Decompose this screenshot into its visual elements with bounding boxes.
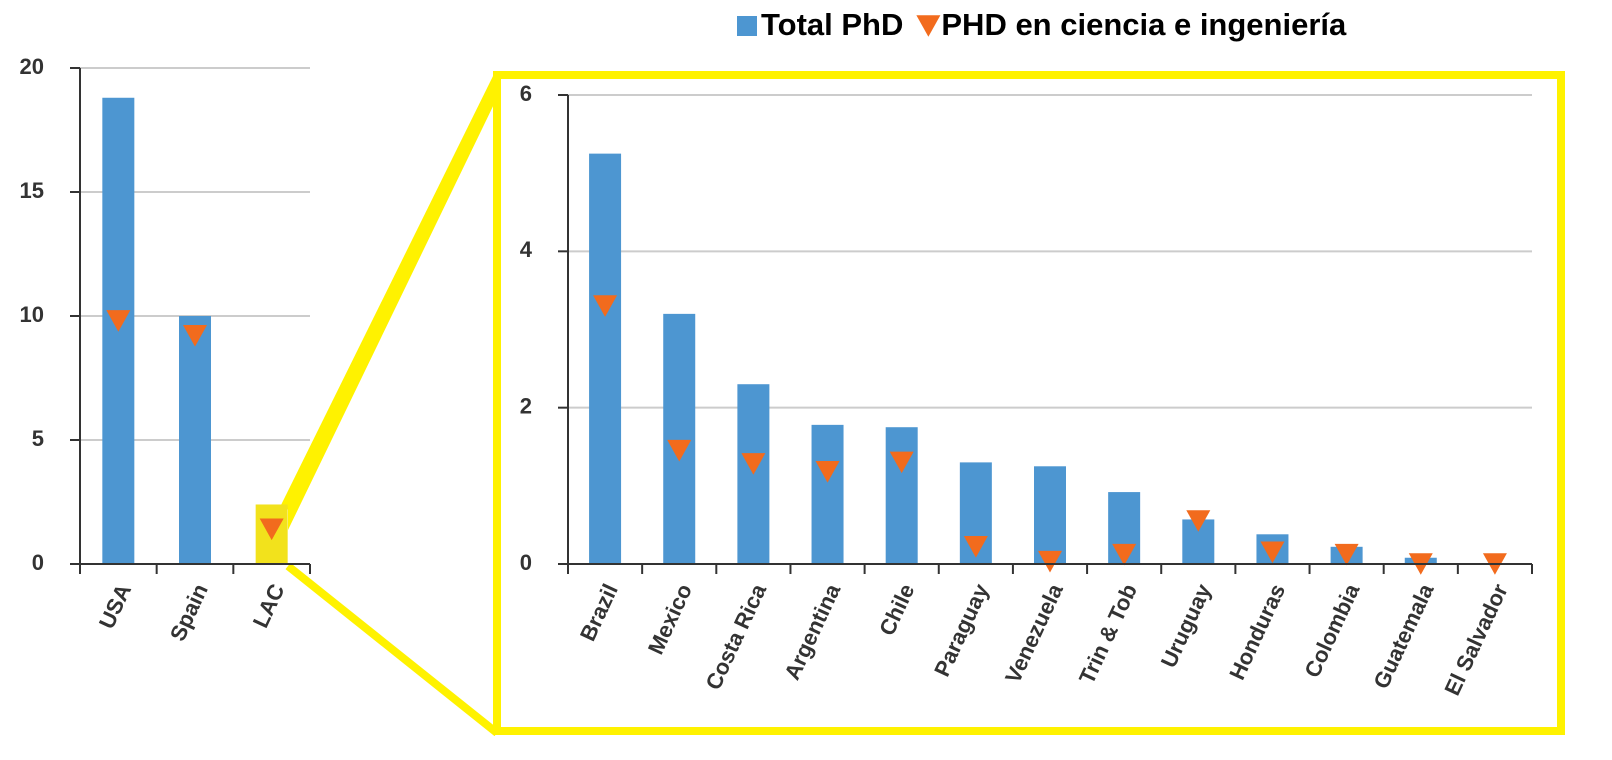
- marker: [259, 518, 284, 541]
- marker: [741, 453, 766, 475]
- bar: [663, 313, 696, 564]
- x-tick-label: Honduras: [1224, 580, 1290, 684]
- x-tick-label: LAC: [248, 580, 290, 632]
- y-tick-label: 5: [32, 426, 44, 451]
- marker: [593, 295, 618, 317]
- marker: [106, 310, 131, 332]
- x-tick-label: Brazil: [575, 580, 623, 645]
- bar: [589, 153, 622, 564]
- y-tick-label: 10: [20, 302, 44, 327]
- marker: [889, 451, 914, 474]
- y-tick-label: 20: [20, 54, 44, 79]
- y-tick-label: 15: [20, 178, 44, 203]
- x-tick-label: Costa Rica: [700, 579, 771, 693]
- x-tick-label: Uruguay: [1156, 579, 1217, 671]
- x-tick-label: Trin & Tob: [1074, 580, 1142, 688]
- y-tick-label: 6: [520, 81, 532, 106]
- marker: [1260, 541, 1285, 564]
- y-tick-label: 2: [520, 393, 532, 418]
- zoom-connector: [285, 562, 500, 737]
- y-tick-label: 0: [32, 550, 44, 575]
- bar: [179, 316, 211, 564]
- marker: [183, 325, 207, 347]
- legend-label: Total PhD: [761, 7, 903, 42]
- zoom-connector: [280, 75, 501, 510]
- bar: [1034, 466, 1066, 564]
- bar: [811, 424, 844, 564]
- y-tick-label: 0: [520, 550, 532, 575]
- legend-marker: [916, 15, 941, 37]
- marker: [963, 536, 988, 558]
- x-tick-label: Argentina: [779, 579, 845, 683]
- marker: [815, 460, 840, 483]
- x-tick-label: Spain: [165, 580, 213, 645]
- x-tick-label: Guatemala: [1368, 579, 1439, 692]
- x-tick-label: Venezuela: [1000, 579, 1068, 687]
- zoom-frame: [493, 71, 1565, 735]
- marker: [1112, 543, 1137, 566]
- y-tick-label: 4: [520, 237, 533, 262]
- x-tick-label: Colombia: [1299, 579, 1364, 681]
- x-tick-label: El Salvador: [1439, 580, 1512, 700]
- x-tick-label: Mexico: [643, 580, 697, 658]
- x-tick-label: USA: [94, 580, 136, 633]
- x-tick-label: Paraguay: [929, 579, 994, 680]
- x-tick-label: Chile: [874, 580, 919, 639]
- bar: [885, 427, 918, 564]
- legend-marker: [737, 16, 757, 36]
- marker: [1038, 550, 1062, 573]
- marker: [1186, 510, 1211, 532]
- marker: [667, 439, 692, 462]
- marker: [1334, 543, 1359, 566]
- legend-label: PHD en ciencia e ingeniería: [941, 7, 1347, 42]
